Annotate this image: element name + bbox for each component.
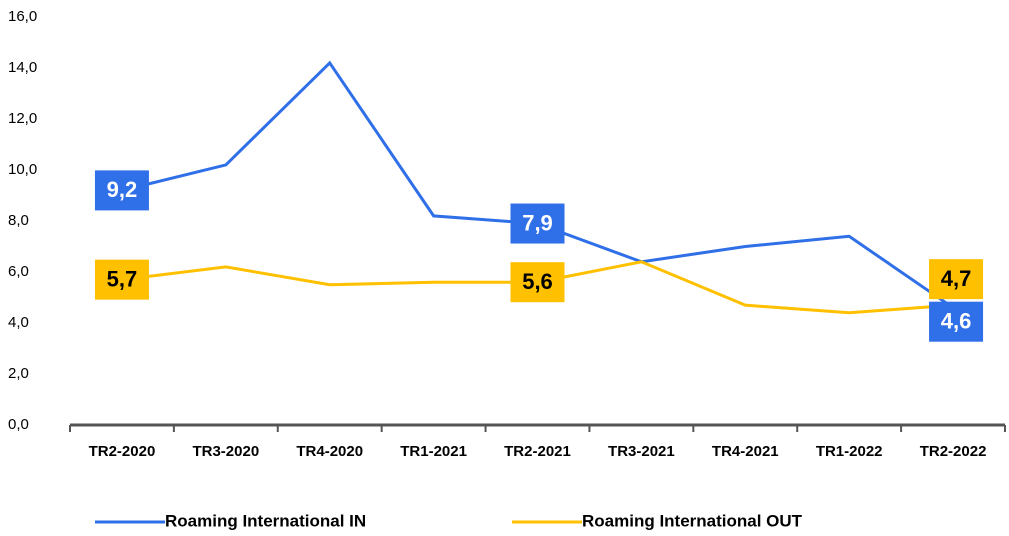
legend-label: Roaming International OUT: [582, 511, 803, 530]
value-label: 4,7: [941, 266, 972, 291]
x-tick-label: TR1-2022: [816, 443, 883, 460]
x-tick-label: TR4-2021: [712, 443, 779, 460]
x-tick-label: TR3-2021: [608, 443, 675, 460]
x-tick-label: TR2-2021: [504, 443, 571, 460]
x-tick-label: TR2-2022: [920, 443, 987, 460]
legend-label: Roaming International IN: [165, 511, 366, 530]
value-label-box: [929, 301, 984, 342]
value-label-box: [929, 259, 984, 300]
y-tick-label: 2,0: [8, 365, 29, 382]
value-label: 7,9: [522, 210, 553, 235]
y-tick-label: 14,0: [8, 59, 37, 76]
value-label: 4,6: [941, 309, 972, 334]
y-tick-label: 16,0: [8, 8, 37, 25]
value-label-box: [510, 262, 565, 303]
y-tick-label: 0,0: [8, 416, 29, 433]
y-tick-label: 8,0: [8, 212, 29, 229]
x-tick-label: TR3-2020: [192, 443, 259, 460]
y-tick-label: 4,0: [8, 314, 29, 331]
value-label: 9,2: [107, 177, 138, 202]
value-label: 5,6: [522, 269, 553, 294]
x-tick-label: TR1-2021: [400, 443, 467, 460]
value-label-box: [94, 170, 149, 211]
x-tick-label: TR4-2020: [296, 443, 363, 460]
value-label-box: [510, 203, 565, 244]
value-label-box: [94, 259, 149, 300]
y-tick-label: 6,0: [8, 263, 29, 280]
y-tick-label: 12,0: [8, 110, 37, 127]
y-tick-label: 10,0: [8, 161, 37, 178]
x-tick-label: TR2-2020: [89, 443, 156, 460]
value-label: 5,7: [107, 266, 138, 291]
